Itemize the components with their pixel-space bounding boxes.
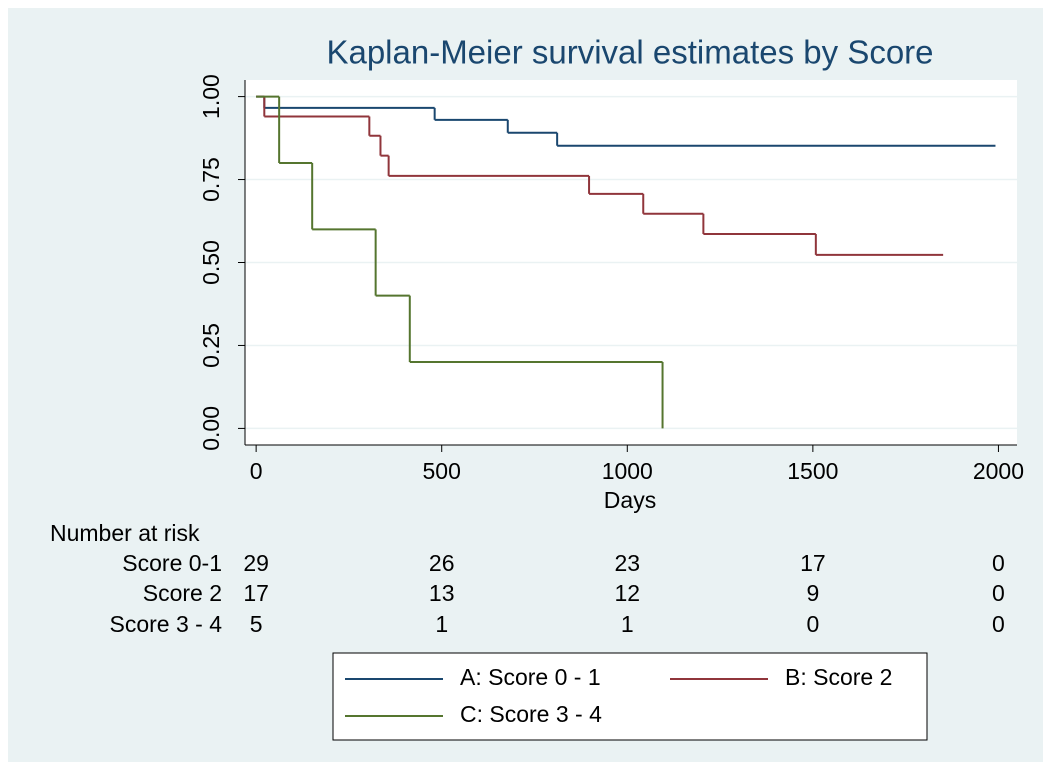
risk-count: 17 — [243, 580, 269, 606]
legend-label: A: Score 0 - 1 — [460, 664, 601, 690]
risk-count: 29 — [243, 550, 269, 576]
x-tick-label: 500 — [423, 458, 461, 484]
risk-count: 17 — [800, 550, 826, 576]
risk-count: 9 — [806, 580, 819, 606]
risk-count: 26 — [429, 550, 455, 576]
legend — [332, 652, 928, 741]
chart-title: Kaplan-Meier survival estimates by Score — [326, 34, 933, 71]
risk-count: 1 — [435, 611, 448, 637]
y-tick-label: 0.75 — [198, 157, 224, 202]
y-tick-label: 0.25 — [198, 323, 224, 368]
x-tick-label: 1500 — [787, 458, 838, 484]
risk-count: 0 — [992, 611, 1005, 637]
y-tick-label: 1.00 — [198, 74, 224, 119]
risk-count: 23 — [614, 550, 640, 576]
risk-row-label: Score 2 — [143, 580, 222, 606]
risk-table-title: Number at risk — [50, 520, 200, 546]
risk-count: 1 — [621, 611, 634, 637]
x-tick-label: 1000 — [602, 458, 653, 484]
x-axis-title: Days — [604, 487, 656, 513]
y-tick-label: 0.00 — [198, 406, 224, 451]
risk-count: 13 — [429, 580, 455, 606]
risk-row-label: Score 0-1 — [122, 550, 222, 576]
x-tick-label: 0 — [250, 458, 263, 484]
y-tick-label: 0.50 — [198, 240, 224, 285]
risk-count: 0 — [806, 611, 819, 637]
legend-label: C: Score 3 - 4 — [460, 701, 602, 727]
risk-count: 0 — [992, 580, 1005, 606]
risk-row-label: Score 3 - 4 — [110, 611, 223, 637]
legend-label: B: Score 2 — [785, 664, 892, 690]
risk-count: 12 — [614, 580, 640, 606]
risk-count: 5 — [250, 611, 263, 637]
risk-count: 0 — [992, 550, 1005, 576]
x-tick-label: 2000 — [973, 458, 1024, 484]
